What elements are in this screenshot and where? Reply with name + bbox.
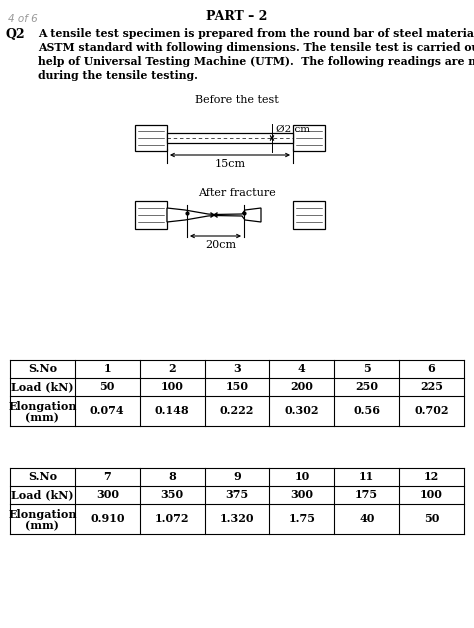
Text: help of Universal Testing Machine (UTM).  The following readings are noted: help of Universal Testing Machine (UTM).… [38,56,474,67]
Text: 11: 11 [359,472,374,482]
Text: 40: 40 [359,514,374,524]
Text: 150: 150 [226,381,248,392]
Text: 8: 8 [168,472,176,482]
Text: 200: 200 [291,381,313,392]
Text: 1.072: 1.072 [155,514,190,524]
Text: Load (kN): Load (kN) [11,489,73,501]
Text: 1.75: 1.75 [288,514,315,524]
Text: 0.302: 0.302 [284,406,319,416]
Text: 10: 10 [294,472,310,482]
Text: 50: 50 [424,514,439,524]
Text: PART – 2: PART – 2 [206,10,268,23]
Text: 15cm: 15cm [214,159,246,169]
Text: 5: 5 [363,364,371,374]
Text: (mm): (mm) [26,413,59,423]
Text: 4 of 6: 4 of 6 [8,14,38,24]
Bar [135,201,167,229]
Text: 100: 100 [420,489,443,501]
Text: 175: 175 [355,489,378,501]
Text: 0.910: 0.910 [90,514,125,524]
Text: 3: 3 [233,364,241,374]
Text: 1: 1 [103,364,111,374]
Text: 0.074: 0.074 [90,406,125,416]
Text: A tensile test specimen is prepared from the round bar of steel material as per: A tensile test specimen is prepared from… [38,28,474,39]
Text: After fracture: After fracture [198,188,276,198]
Polygon shape [214,208,261,222]
Text: 300: 300 [96,489,119,501]
Text: 4: 4 [298,364,306,374]
Text: during the tensile testing.: during the tensile testing. [38,70,198,81]
Text: 20cm: 20cm [205,240,236,250]
Polygon shape [167,208,214,222]
Bar [167,133,293,143]
Text: (mm): (mm) [26,521,59,531]
Text: 100: 100 [161,381,183,392]
Text: 0.148: 0.148 [155,406,190,416]
Text: Before the test: Before the test [195,95,279,105]
Bar [135,125,167,151]
Text: Q2: Q2 [6,28,26,41]
Text: 50: 50 [100,381,115,392]
Text: 0.702: 0.702 [414,406,449,416]
Text: S.No: S.No [28,472,57,482]
Text: 2: 2 [168,364,176,374]
Text: 9: 9 [233,472,241,482]
Text: 1.320: 1.320 [220,514,254,524]
Text: ASTM standard with following dimensions. The tensile test is carried out with th: ASTM standard with following dimensions.… [38,42,474,53]
Text: 7: 7 [103,472,111,482]
Text: 0.222: 0.222 [220,406,254,416]
Text: 250: 250 [355,381,378,392]
Text: Ø2 cm: Ø2 cm [276,125,310,134]
Bar [293,125,325,151]
Text: Load (kN): Load (kN) [11,381,73,392]
Text: 6: 6 [428,364,436,374]
Text: Elongation: Elongation [8,401,77,411]
Text: 350: 350 [161,489,184,501]
Text: 225: 225 [420,381,443,392]
Text: S.No: S.No [28,364,57,374]
Text: 300: 300 [291,489,313,501]
Text: 12: 12 [424,472,439,482]
Text: Elongation: Elongation [8,509,77,519]
Text: 375: 375 [225,489,249,501]
Bar [293,201,325,229]
Text: 0.56: 0.56 [353,406,380,416]
